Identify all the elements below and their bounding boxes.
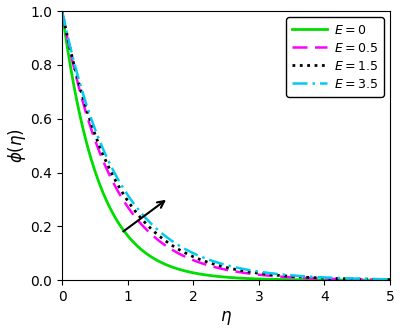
- $E = 0$: [388, 278, 392, 282]
- $E = 1.5$: [60, 9, 64, 13]
- $E = 0.5$: [60, 9, 64, 13]
- $E = 0$: [60, 9, 64, 13]
- $E = 0.5$: [316, 276, 320, 280]
- $E = 0$: [93, 171, 98, 175]
- $E = 0.5$: [388, 278, 392, 282]
- $E = 0.5$: [192, 259, 197, 263]
- $E = 1.5$: [285, 274, 290, 278]
- $E = 0$: [192, 271, 197, 275]
- $E = 0.5$: [321, 277, 326, 281]
- $E = 0.5$: [204, 263, 209, 267]
- $E = 3.5$: [192, 252, 197, 256]
- $E = 1.5$: [316, 276, 320, 280]
- Legend: $E = 0$, $E = 0.5$, $E = 1.5$, $E = 3.5$: $E = 0$, $E = 0.5$, $E = 1.5$, $E = 3.5$: [286, 17, 384, 97]
- $E = 0$: [316, 278, 320, 282]
- X-axis label: $\eta$: $\eta$: [220, 309, 232, 327]
- $E = 1.5$: [388, 278, 392, 282]
- Line: $E = 3.5$: $E = 3.5$: [62, 11, 390, 279]
- $E = 1.5$: [192, 255, 197, 259]
- $E = 3.5$: [321, 275, 326, 279]
- Line: $E = 1.5$: $E = 1.5$: [62, 11, 390, 280]
- $E = 3.5$: [60, 9, 64, 13]
- Y-axis label: $\phi(\eta)$: $\phi(\eta)$: [6, 128, 28, 163]
- $E = 1.5$: [321, 276, 326, 280]
- $E = 0$: [285, 278, 290, 282]
- $E = 0$: [321, 278, 326, 282]
- $E = 3.5$: [285, 273, 290, 277]
- $E = 3.5$: [204, 257, 209, 261]
- $E = 1.5$: [93, 134, 98, 138]
- $E = 1.5$: [204, 260, 209, 264]
- $E = 3.5$: [316, 275, 320, 279]
- $E = 0.5$: [285, 275, 290, 279]
- $E = 0.5$: [93, 140, 98, 144]
- $E = 3.5$: [93, 129, 98, 133]
- Line: $E = 0$: $E = 0$: [62, 11, 390, 280]
- $E = 3.5$: [388, 277, 392, 281]
- Line: $E = 0.5$: $E = 0.5$: [62, 11, 390, 280]
- $E = 0$: [204, 273, 209, 277]
